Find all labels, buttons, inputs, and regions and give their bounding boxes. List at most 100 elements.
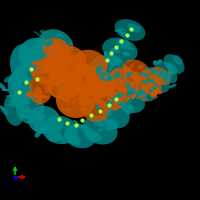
Ellipse shape xyxy=(98,84,110,96)
Ellipse shape xyxy=(97,128,103,132)
Ellipse shape xyxy=(82,54,86,59)
Ellipse shape xyxy=(133,88,147,100)
Ellipse shape xyxy=(144,68,150,71)
Ellipse shape xyxy=(89,98,95,104)
Ellipse shape xyxy=(121,41,125,46)
Ellipse shape xyxy=(23,87,28,90)
Ellipse shape xyxy=(90,89,97,96)
Ellipse shape xyxy=(14,90,17,95)
Ellipse shape xyxy=(157,70,171,82)
Ellipse shape xyxy=(73,120,80,127)
Ellipse shape xyxy=(11,76,21,92)
Ellipse shape xyxy=(109,67,112,71)
Ellipse shape xyxy=(64,54,76,66)
Ellipse shape xyxy=(124,72,133,78)
Ellipse shape xyxy=(36,47,40,52)
Ellipse shape xyxy=(122,59,150,81)
Ellipse shape xyxy=(42,38,70,62)
Ellipse shape xyxy=(129,92,134,99)
Ellipse shape xyxy=(48,40,53,44)
Ellipse shape xyxy=(26,50,33,55)
Ellipse shape xyxy=(66,64,102,96)
Ellipse shape xyxy=(125,47,135,50)
Ellipse shape xyxy=(120,95,130,98)
Ellipse shape xyxy=(144,91,149,93)
Ellipse shape xyxy=(104,51,107,56)
Ellipse shape xyxy=(151,90,157,95)
Ellipse shape xyxy=(114,47,119,53)
Ellipse shape xyxy=(96,66,102,72)
Ellipse shape xyxy=(0,83,6,90)
Ellipse shape xyxy=(54,46,86,74)
Ellipse shape xyxy=(94,121,102,127)
Ellipse shape xyxy=(141,98,148,101)
Ellipse shape xyxy=(48,42,53,46)
Ellipse shape xyxy=(9,87,12,90)
Ellipse shape xyxy=(37,101,42,105)
Ellipse shape xyxy=(153,76,163,84)
Ellipse shape xyxy=(77,63,82,67)
Ellipse shape xyxy=(105,128,109,130)
Ellipse shape xyxy=(121,102,135,114)
Ellipse shape xyxy=(162,74,169,79)
Ellipse shape xyxy=(113,107,119,111)
Ellipse shape xyxy=(168,66,172,71)
Ellipse shape xyxy=(126,85,129,90)
Ellipse shape xyxy=(53,63,62,67)
Ellipse shape xyxy=(60,61,67,66)
Ellipse shape xyxy=(4,76,13,83)
Ellipse shape xyxy=(1,108,9,115)
Ellipse shape xyxy=(46,68,82,100)
Ellipse shape xyxy=(118,30,124,37)
Ellipse shape xyxy=(154,70,159,76)
Ellipse shape xyxy=(155,96,158,99)
Ellipse shape xyxy=(44,125,49,130)
Ellipse shape xyxy=(15,65,25,79)
Ellipse shape xyxy=(116,39,132,49)
Ellipse shape xyxy=(8,79,12,84)
Ellipse shape xyxy=(105,125,112,131)
Ellipse shape xyxy=(104,85,114,89)
Ellipse shape xyxy=(155,89,161,94)
Ellipse shape xyxy=(61,64,67,69)
Ellipse shape xyxy=(84,70,116,98)
Ellipse shape xyxy=(107,97,112,102)
Ellipse shape xyxy=(151,69,157,75)
Ellipse shape xyxy=(45,96,49,99)
Ellipse shape xyxy=(124,66,132,72)
Ellipse shape xyxy=(47,77,54,81)
Ellipse shape xyxy=(20,105,32,119)
Ellipse shape xyxy=(60,109,65,111)
Ellipse shape xyxy=(105,102,111,107)
Ellipse shape xyxy=(34,119,46,133)
Ellipse shape xyxy=(169,84,177,88)
Ellipse shape xyxy=(56,124,63,132)
Ellipse shape xyxy=(49,70,56,76)
Ellipse shape xyxy=(132,91,136,96)
Ellipse shape xyxy=(145,85,151,87)
Ellipse shape xyxy=(28,92,35,99)
Ellipse shape xyxy=(114,29,124,32)
Ellipse shape xyxy=(18,99,26,105)
Ellipse shape xyxy=(110,48,115,53)
Ellipse shape xyxy=(135,73,161,95)
Ellipse shape xyxy=(131,93,136,99)
Ellipse shape xyxy=(102,104,130,128)
Ellipse shape xyxy=(147,69,153,72)
Ellipse shape xyxy=(93,95,102,99)
Ellipse shape xyxy=(115,87,145,113)
Ellipse shape xyxy=(89,108,92,111)
Ellipse shape xyxy=(21,92,29,98)
Ellipse shape xyxy=(37,39,41,43)
Ellipse shape xyxy=(100,82,108,86)
Ellipse shape xyxy=(93,97,101,104)
Ellipse shape xyxy=(107,100,114,104)
Ellipse shape xyxy=(41,37,46,41)
Ellipse shape xyxy=(28,119,32,124)
Ellipse shape xyxy=(137,72,147,76)
Ellipse shape xyxy=(123,88,128,93)
Ellipse shape xyxy=(108,68,140,92)
Ellipse shape xyxy=(127,87,137,93)
Ellipse shape xyxy=(154,72,160,78)
Ellipse shape xyxy=(42,116,78,144)
